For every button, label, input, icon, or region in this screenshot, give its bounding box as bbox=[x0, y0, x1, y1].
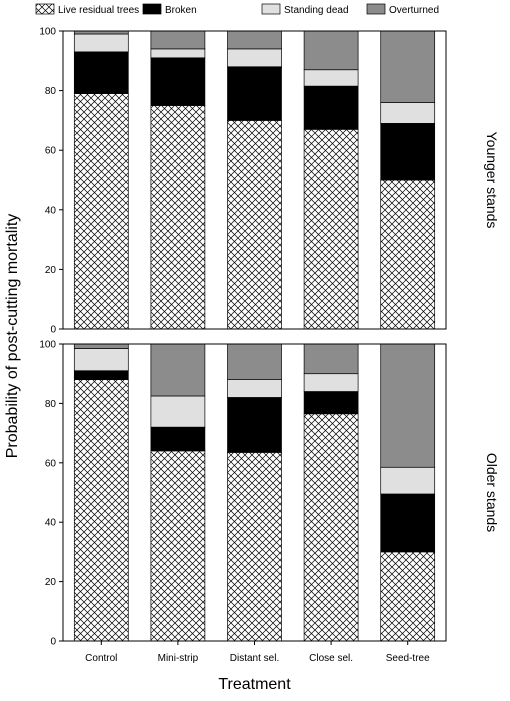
legend-item: Broken bbox=[142, 3, 197, 16]
legend-item: Standing dead bbox=[261, 3, 349, 16]
bar-segment bbox=[303, 343, 359, 375]
bar-segment bbox=[303, 30, 359, 71]
bar-segment bbox=[380, 466, 436, 495]
plot-frame bbox=[62, 30, 447, 330]
bar-segment bbox=[303, 85, 359, 130]
bar-segment bbox=[73, 348, 129, 372]
bar-segment bbox=[150, 343, 206, 397]
bar-segment bbox=[227, 66, 282, 121]
y-tick-label: 40 bbox=[45, 518, 57, 529]
bar-segment bbox=[227, 379, 282, 398]
y-tick-label: 100 bbox=[39, 340, 56, 351]
bar-segment bbox=[227, 48, 282, 68]
y-tick-label: 80 bbox=[45, 399, 57, 410]
y-axis-title: Probability of post-cutting mortality bbox=[4, 214, 21, 459]
bar-segment bbox=[227, 343, 282, 380]
y-tick-label: 0 bbox=[50, 325, 56, 336]
legend-label: Standing dead bbox=[284, 5, 349, 16]
bar-segment bbox=[73, 379, 129, 642]
bar-segment bbox=[73, 93, 129, 330]
x-tick-label: Close sel. bbox=[309, 653, 353, 664]
legend-swatch bbox=[261, 3, 281, 15]
bar-segment bbox=[73, 370, 129, 380]
bar-segment bbox=[380, 30, 436, 103]
bar-segment bbox=[150, 57, 206, 106]
bar-segment bbox=[303, 373, 359, 392]
bar-segment bbox=[150, 30, 206, 50]
bar-segment bbox=[380, 551, 436, 642]
bar-segment bbox=[303, 391, 359, 415]
x-tick-label: Seed-tree bbox=[386, 653, 430, 664]
x-tick-label: Distant sel. bbox=[230, 653, 279, 664]
y-tick-label: 100 bbox=[39, 27, 56, 38]
y-tick-label: 0 bbox=[50, 637, 56, 648]
panel: 0 20 40 60 80 100 Older stands bbox=[39, 340, 500, 648]
bar-segment bbox=[380, 102, 436, 124]
bar-segment bbox=[150, 48, 206, 59]
bar-segment bbox=[73, 343, 129, 349]
legend-item: Overturned bbox=[366, 3, 439, 16]
bar-segment bbox=[150, 395, 206, 428]
y-tick-label: 60 bbox=[45, 458, 57, 469]
bar-segment bbox=[303, 128, 359, 330]
bar-segment bbox=[303, 413, 359, 642]
y-tick-label: 80 bbox=[45, 86, 57, 97]
panel-title: Older stands bbox=[484, 453, 500, 532]
legend-swatch bbox=[366, 3, 386, 15]
bar-segment bbox=[150, 105, 206, 330]
legend-item: Live residual trees bbox=[35, 3, 139, 16]
bar-segment bbox=[227, 452, 282, 642]
x-tick-label: Mini-strip bbox=[158, 653, 199, 664]
y-tick-label: 40 bbox=[45, 205, 57, 216]
legend-swatch bbox=[142, 3, 162, 15]
bar-segment bbox=[380, 123, 436, 181]
bar-segment bbox=[380, 343, 436, 468]
bar-segment bbox=[150, 450, 206, 642]
y-tick-label: 20 bbox=[45, 265, 57, 276]
bar-segment bbox=[227, 397, 282, 453]
bar-segment bbox=[227, 30, 282, 50]
legend-label: Broken bbox=[165, 5, 197, 16]
bar-segment bbox=[150, 426, 206, 452]
y-tick-label: 20 bbox=[45, 577, 57, 588]
legend-label: Live residual trees bbox=[58, 5, 139, 16]
bar-segment bbox=[380, 179, 436, 330]
y-tick-label: 60 bbox=[45, 146, 57, 157]
panel-title: Younger stands bbox=[484, 132, 500, 229]
legend-label: Overturned bbox=[389, 5, 439, 16]
bar-segment bbox=[380, 493, 436, 553]
bar-segment bbox=[73, 51, 129, 94]
bar-segment bbox=[227, 120, 282, 330]
x-axis-title: Treatment bbox=[218, 676, 291, 693]
bar-segment bbox=[73, 33, 129, 53]
bar-segment bbox=[303, 69, 359, 87]
x-tick-label: Control bbox=[85, 653, 117, 664]
legend-swatch bbox=[35, 3, 55, 15]
panel: 0 20 40 60 80 100 Younger stands bbox=[39, 27, 500, 336]
